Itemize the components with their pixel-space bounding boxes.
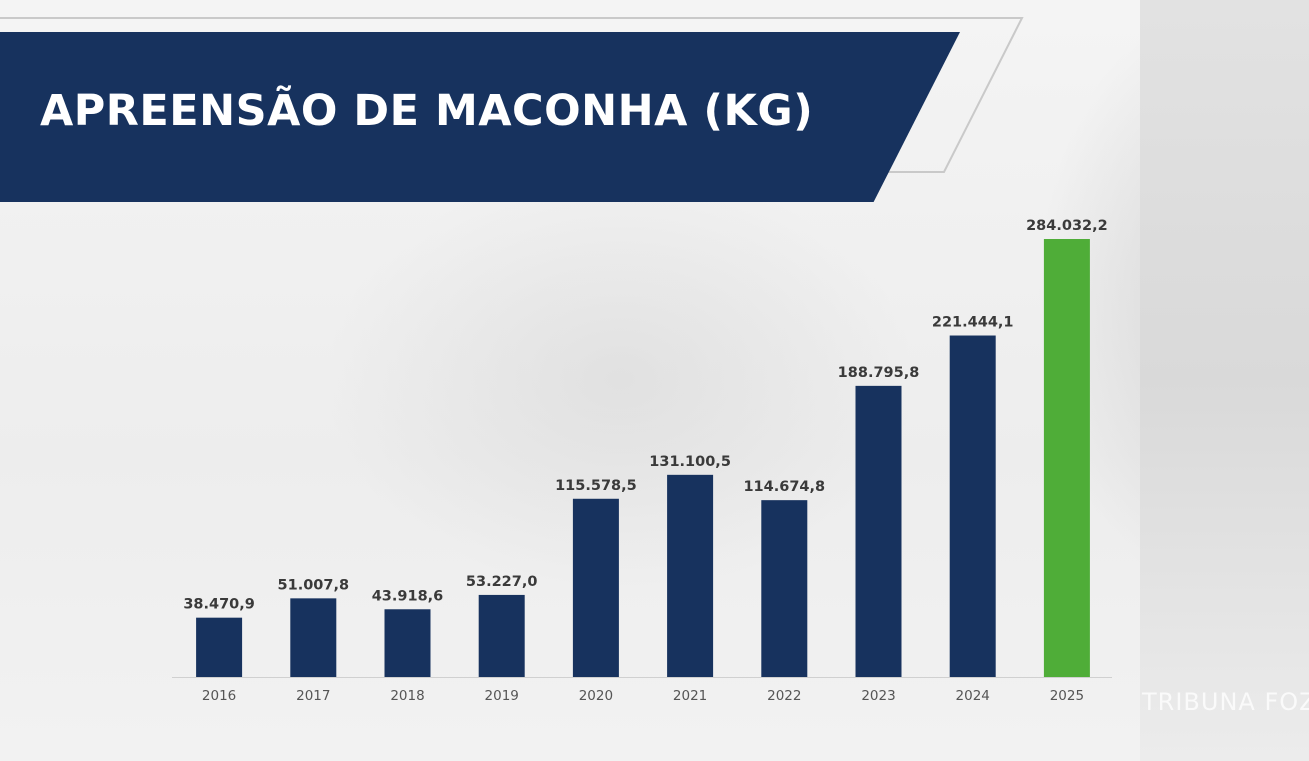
x-tick-label-2018: 2018: [390, 688, 424, 704]
x-tick-label-2022: 2022: [767, 688, 801, 704]
title-banner: [0, 32, 960, 202]
bar-2021: [667, 474, 714, 677]
x-tick-label-2016: 2016: [202, 688, 236, 704]
background-photo-strip: [1140, 0, 1309, 761]
x-tick-label-2023: 2023: [861, 688, 895, 704]
x-tick-label-2019: 2019: [485, 688, 519, 704]
bar-2017: [290, 598, 337, 677]
bar-2020: [572, 498, 619, 677]
bar-2024: [949, 335, 996, 677]
data-label-2018: 43.918,6: [372, 588, 444, 604]
bar-2016: [196, 617, 243, 677]
watermark: TRIBUNA FOZ: [1142, 688, 1309, 716]
bar-2022: [761, 500, 808, 677]
data-label-2024: 221.444,1: [932, 315, 1014, 331]
data-label-2016: 38.470,9: [183, 597, 255, 613]
data-label-2022: 114.674,8: [743, 479, 825, 495]
data-label-2023: 188.795,8: [838, 365, 920, 381]
x-tick-label-2025: 2025: [1050, 688, 1084, 704]
data-label-2025: 284.032,2: [1026, 218, 1108, 234]
data-label-2017: 51.007,8: [278, 577, 350, 593]
chart-title: APREENSÃO DE MACONHA (KG): [40, 86, 814, 136]
bar-2023: [855, 385, 902, 677]
bar-2019: [478, 594, 525, 677]
data-label-2021: 131.100,5: [649, 454, 731, 470]
banner-outline: [0, 17, 1024, 173]
x-tick-label-2020: 2020: [579, 688, 613, 704]
bar-2018: [384, 609, 431, 677]
x-tick-label-2024: 2024: [956, 688, 990, 704]
x-tick-label-2017: 2017: [296, 688, 330, 704]
x-tick-label-2021: 2021: [673, 688, 707, 704]
bar-2025: [1043, 239, 1090, 677]
data-label-2020: 115.578,5: [555, 478, 637, 494]
data-label-2019: 53.227,0: [466, 574, 538, 590]
